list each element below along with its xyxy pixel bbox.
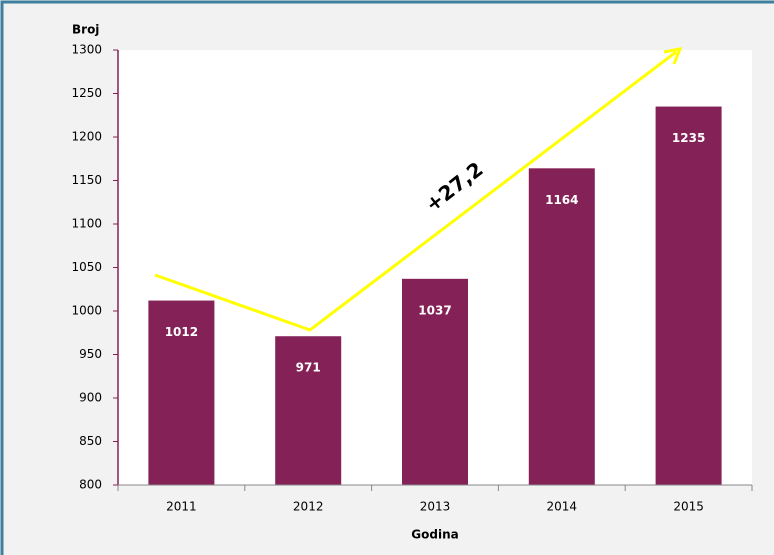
y-tick-label: 850	[79, 434, 102, 448]
x-tick-label: 2014	[547, 500, 578, 514]
data-label: 971	[296, 361, 321, 375]
bar	[655, 106, 722, 486]
bar	[528, 168, 595, 485]
y-tick-label: 1050	[71, 260, 102, 274]
marks: 800 850 900 950 1000 1050 1100 1150 1200 1250 1300…	[71, 43, 753, 514]
x-tick-label: 2013	[420, 500, 451, 514]
data-label: 1235	[672, 131, 705, 145]
bar	[275, 336, 342, 485]
x-axis-label: Godina	[411, 528, 458, 542]
y-tick-label: 900	[79, 391, 102, 405]
x-tick-label: 2015	[673, 500, 704, 514]
y-tick-label: 950	[79, 347, 102, 361]
bar	[402, 278, 468, 485]
trend-arrow	[154, 50, 677, 332]
data-label: 1037	[418, 303, 451, 317]
x-tick-label: 2012	[293, 500, 324, 514]
data-label: 1012	[165, 325, 198, 339]
y-axis-label: Broj	[72, 23, 99, 37]
y-tick-label: 1250	[71, 86, 102, 100]
y-tick-label: 1300	[71, 43, 102, 57]
data-label: 1164	[545, 193, 578, 207]
x-tick-label: 2011	[166, 500, 197, 514]
bar	[148, 300, 215, 485]
y-tick-label: 1150	[71, 173, 102, 187]
y-tick-label: 1000	[71, 304, 102, 318]
y-tick-label: 1200	[71, 130, 102, 144]
y-tick-label: 800	[79, 478, 102, 492]
y-tick-label: 1100	[71, 217, 102, 231]
arrow-head	[663, 47, 683, 65]
